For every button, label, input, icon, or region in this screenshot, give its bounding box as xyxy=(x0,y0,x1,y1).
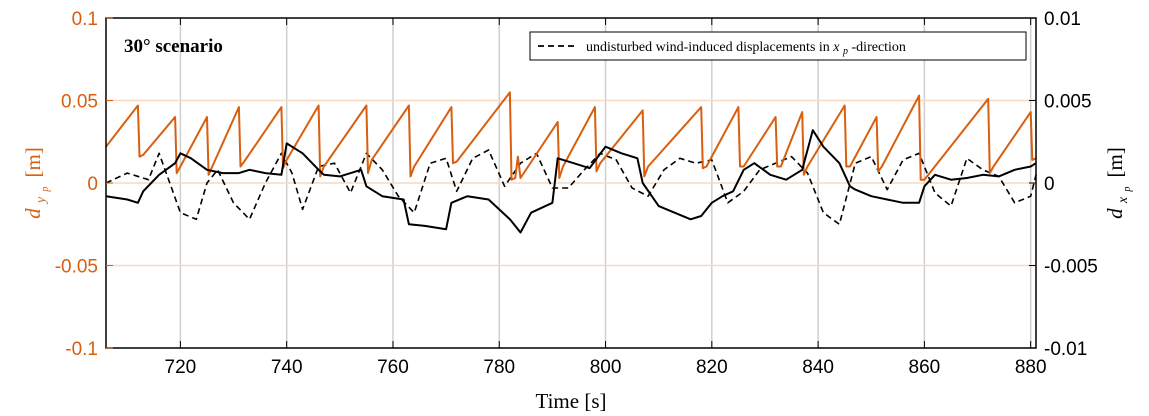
y-left-label-subsub: p xyxy=(40,187,51,193)
series-yp-displacement xyxy=(105,91,1037,181)
y-right-axis-label: d x p [m] xyxy=(1103,147,1135,219)
x-tick-label: 780 xyxy=(483,357,515,378)
legend-entry-prefix: undisturbed wind-induced displacements i… xyxy=(586,40,833,55)
y-left-tick-label: 0.1 xyxy=(72,9,98,30)
y-right-label-subsub: p xyxy=(1122,187,1133,193)
y-left-tick-label: 0.05 xyxy=(61,92,98,113)
y-right-tick-label: -0.01 xyxy=(1044,339,1087,360)
y-left-tick-label: -0.1 xyxy=(65,339,98,360)
y-left-tick-label: 0 xyxy=(87,174,98,195)
y-right-tick-label: 0 xyxy=(1044,174,1055,195)
x-tick-label: 740 xyxy=(271,357,303,378)
y-right-tick-label: 0.01 xyxy=(1044,9,1081,30)
y-right-tick-label: -0.005 xyxy=(1044,257,1098,278)
legend-entry-sub: p xyxy=(842,46,848,57)
x-tick-label: 760 xyxy=(377,357,409,378)
y-left-label-base: d xyxy=(21,208,45,219)
svg-text:d y p [m]: d y p [m] xyxy=(21,147,53,219)
grid-layer xyxy=(106,18,1036,348)
y-left-label-unit: [m] xyxy=(21,147,45,177)
legend-entry: undisturbed wind-induced displacements i… xyxy=(586,40,906,58)
y-left-label-sub: y xyxy=(34,196,49,205)
x-tick-label: 860 xyxy=(909,357,941,378)
legend: undisturbed wind-induced displacements i… xyxy=(529,31,1027,61)
legend-box xyxy=(529,31,1027,61)
series-undisturbed-xp xyxy=(105,149,1037,226)
y-right-tick-label: 0.005 xyxy=(1044,92,1092,113)
ticks-layer xyxy=(106,17,1036,349)
y-right-label-unit: [m] xyxy=(1103,147,1127,177)
tick-labels-layer: 720 740 760 780 800 820 840 860 880 -0.1 -0.05 0 0.0… xyxy=(55,9,1098,378)
series-xp-displacement xyxy=(105,129,1037,234)
y-left-axis-label: d y p [m] xyxy=(21,147,53,219)
x-tick-label: 840 xyxy=(802,357,834,378)
svg-text:d x p [m]: d x p [m] xyxy=(1103,147,1135,219)
y-right-label-sub: x xyxy=(1116,196,1131,204)
y-left-tick-label: -0.05 xyxy=(55,257,98,278)
x-tick-label: 800 xyxy=(590,357,622,378)
x-tick-label: 820 xyxy=(696,357,728,378)
series-layer xyxy=(105,91,1037,234)
legend-entry-suffix: -direction xyxy=(852,40,906,55)
x-tick-label: 720 xyxy=(165,357,197,378)
y-right-label-base: d xyxy=(1103,208,1127,219)
scenario-annotation: 30° scenario xyxy=(124,36,223,57)
legend-entry-var: x xyxy=(832,40,840,55)
x-tick-label: 880 xyxy=(1015,357,1047,378)
x-axis-label: Time [s] xyxy=(536,389,607,413)
